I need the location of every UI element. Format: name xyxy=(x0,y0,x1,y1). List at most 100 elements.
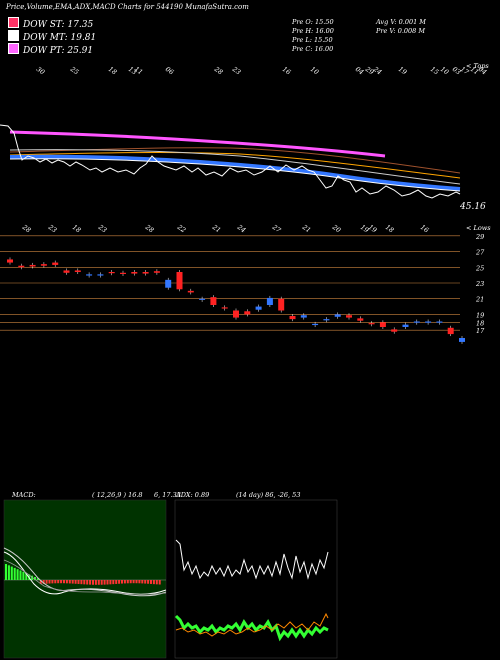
pre-high: Pre H: 16.00 xyxy=(292,27,334,35)
macd-bar xyxy=(25,573,28,580)
top-date-label: 30 xyxy=(35,65,46,76)
price-tick-label: 21 xyxy=(475,296,484,304)
tops-label: < Tops xyxy=(466,62,489,70)
macd-bar xyxy=(48,580,51,584)
candle-body xyxy=(413,321,420,323)
candle-body xyxy=(153,271,160,273)
dow-pt-swatch xyxy=(8,43,19,54)
top-date-label: 25 xyxy=(68,65,80,77)
macd-bar xyxy=(112,580,115,585)
candle-body xyxy=(357,318,364,321)
mid-date-label: 21 xyxy=(210,223,222,235)
price-white-line xyxy=(0,124,461,199)
macd-bar xyxy=(118,580,121,584)
price-tick-label: 17 xyxy=(476,327,485,335)
macd-signal-line xyxy=(3,547,167,597)
macd-bar xyxy=(36,578,39,580)
pre-open: Pre O: 15.50 xyxy=(292,18,334,26)
macd-bar xyxy=(57,580,60,584)
macd-bar xyxy=(68,580,71,584)
macd-bar xyxy=(89,580,92,585)
candle-body xyxy=(266,297,273,305)
macd-bar xyxy=(94,580,97,585)
macd-bar xyxy=(121,580,123,584)
adx-orange-line xyxy=(175,612,329,637)
macd-bar xyxy=(63,580,65,584)
adx-line xyxy=(175,539,329,580)
mid-date-label: 19 xyxy=(359,223,370,234)
top-date-label: 16 xyxy=(281,65,292,76)
candle-body xyxy=(97,274,104,276)
candle-body xyxy=(221,307,228,309)
macd-bar xyxy=(123,580,126,584)
candle-body xyxy=(425,321,432,323)
macd-bar xyxy=(141,580,144,584)
mid-date-label: 16 xyxy=(419,223,430,234)
top-date-label: 03 xyxy=(451,65,462,76)
adx-green-line xyxy=(174,614,329,642)
macd-bar xyxy=(7,565,10,580)
macd-bar xyxy=(135,580,138,584)
candle-body xyxy=(63,270,70,273)
ema-gray-line xyxy=(9,149,461,185)
ema-pink-line xyxy=(9,130,386,158)
macd-bar xyxy=(5,564,7,580)
ema-blue-line xyxy=(9,154,461,191)
candle-body xyxy=(120,272,126,274)
candle-body xyxy=(187,290,194,293)
top-date-label: 11 xyxy=(133,65,144,76)
ema-lines xyxy=(0,124,461,199)
candle-body xyxy=(368,323,375,325)
macd-bar xyxy=(92,580,94,585)
macd-bar xyxy=(132,580,135,584)
macd-bar xyxy=(42,580,45,584)
top-date-label: 04 xyxy=(477,65,488,76)
macd-bar xyxy=(155,580,158,585)
candle-body xyxy=(86,274,93,276)
ema-white-line xyxy=(9,158,461,192)
top-date-label: 10 xyxy=(309,65,320,76)
pre-low: Pre L: 15.50 xyxy=(292,36,333,44)
macd-bar xyxy=(126,580,129,584)
mid-date-label: 18 xyxy=(71,223,82,234)
top-date-label: 10 xyxy=(439,65,450,76)
candle-body xyxy=(436,321,443,323)
macd-bar xyxy=(31,575,34,580)
candle-body xyxy=(300,315,307,318)
macd-bar xyxy=(51,580,54,584)
macd-bar xyxy=(138,580,141,584)
candle-body xyxy=(74,270,81,272)
candle-body xyxy=(391,329,398,332)
macd-bar xyxy=(150,580,152,584)
candle-body xyxy=(52,262,59,265)
mid-date-label: 23 xyxy=(46,223,58,235)
top-date-label: 18 xyxy=(107,65,118,76)
top-date-label: 24 xyxy=(371,65,383,77)
mid-date-label: 19 xyxy=(367,223,378,234)
pre-volume: Pre V: 0.008 M xyxy=(376,27,426,35)
top-date-label: 19 xyxy=(397,65,408,76)
mid-date-label: 22 xyxy=(175,223,187,235)
price-tick-label: 29 xyxy=(475,233,484,241)
macd-extra-values: 6, 17.33 xyxy=(154,491,181,499)
candle-body xyxy=(379,322,386,327)
mid-date-label: 20 xyxy=(330,223,342,235)
candle-body xyxy=(108,272,115,274)
candle-body xyxy=(323,319,330,321)
macd-extra-line xyxy=(3,559,167,595)
price-tick-label: 25 xyxy=(475,264,484,272)
macd-bar xyxy=(22,571,25,580)
top-date-label: 17 xyxy=(459,65,471,77)
top-date-label: 06 xyxy=(164,65,175,76)
last-price-label: 45.16 xyxy=(460,202,486,212)
candle-body xyxy=(334,314,341,317)
price-tick-label: 19 xyxy=(476,311,484,319)
mid-date-label: 18 xyxy=(384,223,395,234)
dow-st-swatch xyxy=(8,17,19,28)
top-date-label: 28 xyxy=(212,65,224,77)
macd-bar xyxy=(39,580,42,585)
candle-body xyxy=(289,316,296,320)
